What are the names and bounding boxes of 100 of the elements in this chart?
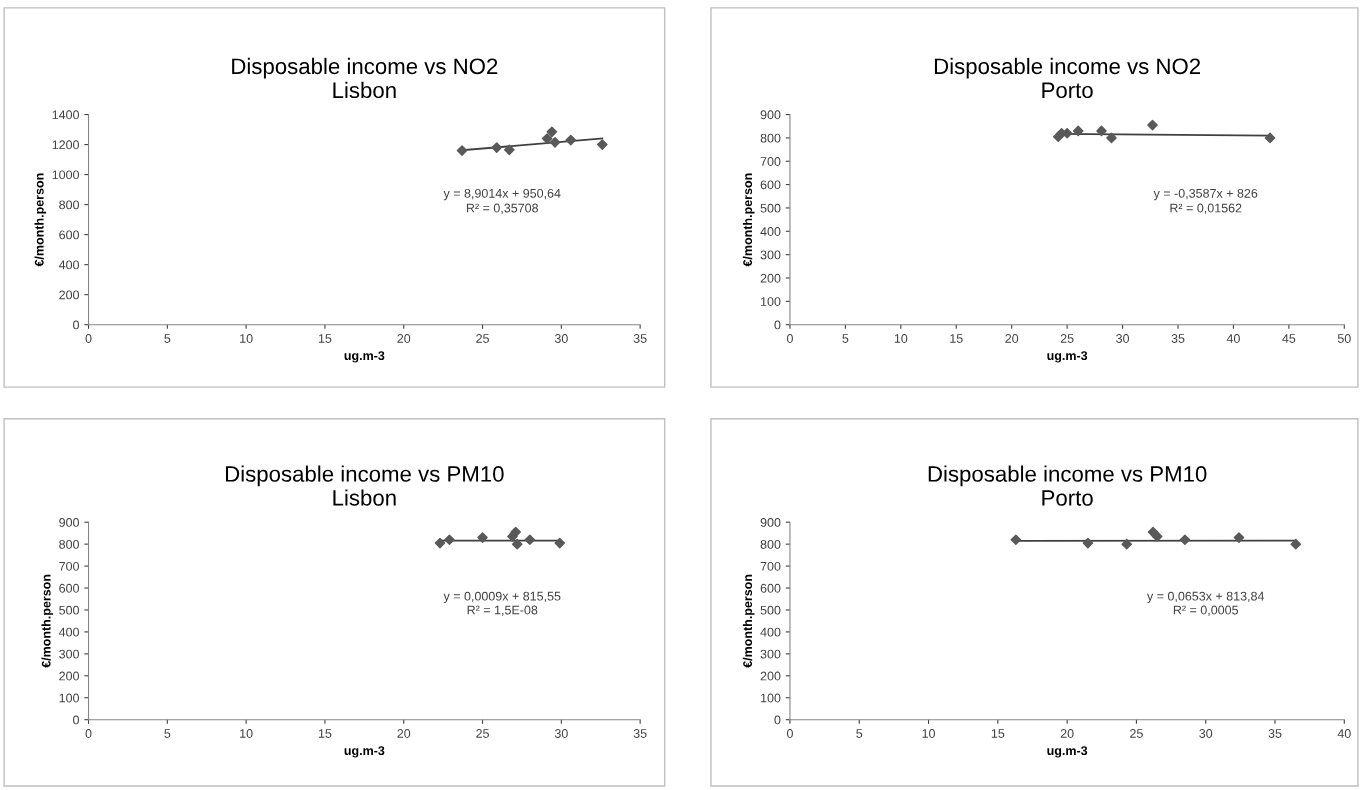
- y-tick-label: 100: [59, 693, 80, 703]
- y-tick-label: 1200: [52, 140, 80, 150]
- annotation: R² = 0,35708: [466, 203, 539, 214]
- x-tick-label: 5: [164, 729, 171, 738]
- x-tick-label: 20: [1060, 729, 1074, 738]
- y-tick-label: 200: [59, 671, 80, 681]
- point: [1179, 534, 1191, 546]
- x-tick-label: 30: [554, 334, 568, 343]
- point: [565, 134, 577, 146]
- y-tick-label: 200: [59, 290, 80, 300]
- y-tick-label: 600: [760, 583, 781, 593]
- y-tick-label: 300: [760, 250, 781, 260]
- y-axis-title: €/month.person: [742, 173, 755, 267]
- annotation: y = 0,0653x + 813,84: [1147, 591, 1265, 604]
- point: [1264, 132, 1276, 144]
- x-tick-label: 0: [786, 729, 793, 738]
- x-tick-label: 20: [397, 729, 411, 738]
- y-tick-label: 500: [760, 203, 781, 213]
- y-tick-label: 200: [760, 671, 781, 681]
- x-tick-label: 10: [894, 334, 908, 343]
- point: [511, 538, 523, 550]
- point: [491, 142, 503, 153]
- x-tick-label: 35: [633, 334, 647, 343]
- x-tick-label: 40: [1337, 729, 1351, 738]
- point: [1106, 132, 1117, 144]
- x-tick-label: 45: [1282, 334, 1296, 343]
- point: [1290, 538, 1302, 550]
- y-tick-label: 400: [58, 627, 80, 637]
- y-tick-label: 0: [774, 320, 781, 330]
- point: [444, 534, 455, 546]
- x-tick-label: 15: [991, 729, 1005, 738]
- y-tick-label: 500: [59, 605, 80, 615]
- point: [456, 145, 468, 156]
- x-tick-label: 25: [1060, 334, 1074, 343]
- point: [1233, 532, 1245, 543]
- x-axis-title: ug.m-3: [344, 351, 385, 363]
- y-tick-label: 700: [760, 561, 781, 571]
- annotation: R² = 0,0005: [1173, 605, 1239, 616]
- x-tick-label: 0: [786, 334, 793, 343]
- point: [504, 144, 515, 156]
- y-tick-label: 600: [59, 230, 80, 240]
- point: [546, 126, 558, 138]
- x-tick-label: 0: [85, 729, 92, 738]
- x-tick-label: 15: [950, 334, 963, 343]
- y-tick-label: 500: [760, 605, 781, 615]
- x-tick-label: 20: [397, 334, 411, 343]
- y-tick-label: 800: [760, 539, 781, 549]
- x-tick-label: 0: [85, 334, 92, 343]
- annotation: y = -0,3587x + 826: [1153, 188, 1258, 201]
- y-tick-label: 1400: [52, 110, 80, 120]
- x-tick-label: 50: [1337, 334, 1351, 343]
- point: [1121, 538, 1133, 550]
- y-tick-label: 200: [760, 273, 781, 283]
- point: [1147, 119, 1158, 131]
- x-tick-label: 40: [1226, 334, 1240, 343]
- y-tick-label: 800: [760, 133, 781, 143]
- y-tick-label: 800: [59, 539, 80, 549]
- point: [1096, 125, 1107, 137]
- y-tick-label: 300: [59, 649, 80, 659]
- chart-title: Disposable income vs NO2 Lisbon: [232, 57, 498, 99]
- chart-title: Disposable income vs PM10 Porto: [928, 465, 1207, 506]
- y-tick-label: 100: [761, 297, 781, 306]
- y-tick-label: 0: [73, 715, 80, 725]
- point: [541, 133, 553, 144]
- x-tick-label: 30: [1116, 334, 1130, 343]
- point: [524, 534, 536, 546]
- y-tick-label: 0: [73, 320, 80, 330]
- y-tick-label: 0: [774, 715, 781, 725]
- y-tick-label: 900: [59, 517, 80, 527]
- y-axis-title: €/month.person: [34, 173, 47, 267]
- x-tick-label: 30: [554, 729, 568, 738]
- y-tick-label: 900: [760, 517, 781, 527]
- chart-title: Disposable income vs NO2 Porto: [934, 57, 1201, 99]
- point: [477, 532, 488, 543]
- x-tick-label: 15: [318, 334, 332, 343]
- y-tick-label: 400: [58, 260, 80, 270]
- y-tick-label: 900: [760, 110, 781, 120]
- y-tick-label: 300: [760, 649, 781, 659]
- y-tick-label: 1000: [52, 170, 80, 180]
- x-tick-label: 35: [1268, 729, 1282, 738]
- x-tick-label: 25: [476, 729, 489, 738]
- x-tick-label: 15: [318, 729, 332, 738]
- y-tick-label: 100: [761, 693, 781, 703]
- x-tick-label: 25: [1130, 729, 1143, 738]
- y-tick-label: 800: [59, 200, 80, 210]
- point: [434, 537, 446, 549]
- y-tick-label: 700: [59, 561, 80, 571]
- point: [597, 139, 608, 150]
- y-axis-title: €/month.person: [742, 574, 755, 668]
- point: [549, 137, 561, 148]
- x-tick-label: 10: [240, 334, 253, 343]
- x-tick-label: 10: [922, 729, 936, 738]
- y-tick-label: 600: [760, 180, 781, 190]
- point: [1072, 125, 1084, 137]
- y-tick-label: 600: [59, 583, 80, 593]
- x-tick-label: 5: [164, 334, 171, 343]
- point: [554, 537, 566, 549]
- x-tick-label: 20: [1005, 334, 1019, 343]
- x-tick-label: 5: [842, 334, 849, 343]
- annotation: R² = 0,01562: [1170, 203, 1242, 214]
